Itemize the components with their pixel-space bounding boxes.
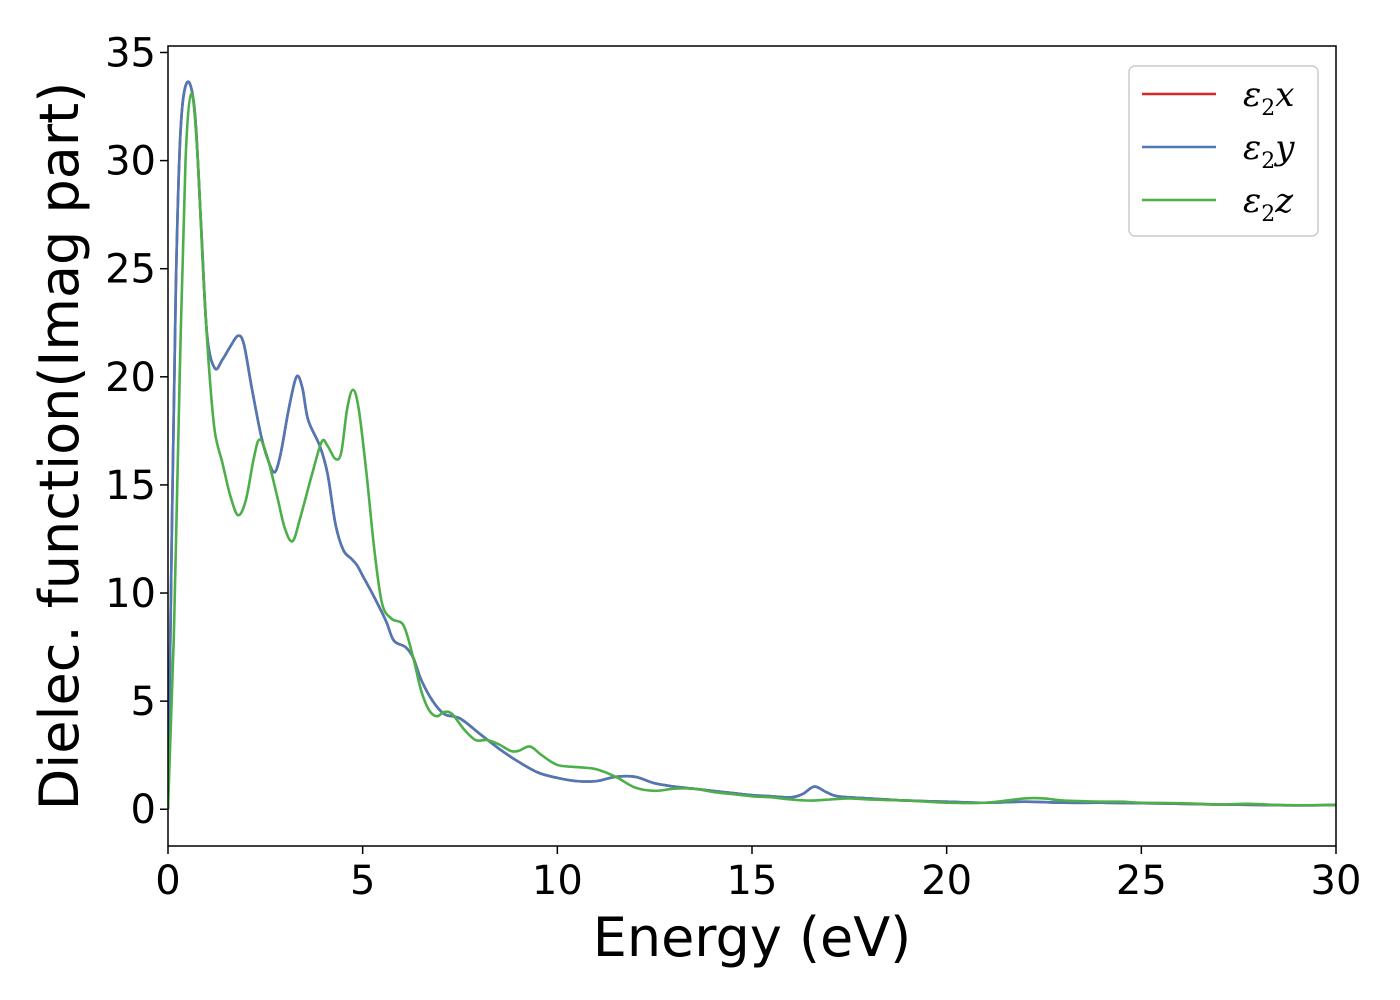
legend-label-z: ε2z [1243, 181, 1294, 227]
x-axis-ticks: 0 5 10 15 20 25 30 [155, 846, 1361, 904]
legend-label-x: ε2x [1243, 75, 1294, 121]
x-tick-label: 10 [532, 858, 583, 904]
x-tick-label: 5 [350, 858, 375, 904]
series-line-z [168, 92, 1336, 810]
x-axis-label: Energy (eV) [593, 906, 912, 969]
y-tick-label: 30 [105, 139, 156, 185]
y-tick-label: 10 [105, 571, 156, 617]
y-axis-ticks: 0 5 10 15 20 25 30 35 [105, 30, 168, 833]
y-tick-label: 15 [105, 463, 156, 509]
legend-box [1128, 65, 1319, 237]
y-axis-label: Dielec. function(Imag part) [28, 82, 91, 811]
x-tick-label: 25 [1116, 858, 1167, 904]
x-tick-label: 0 [155, 858, 180, 904]
legend: ε2x ε2y ε2z [1128, 65, 1319, 237]
y-tick-label: 5 [131, 679, 156, 725]
x-tick-label: 30 [1311, 858, 1362, 904]
y-tick-label: 0 [131, 787, 156, 833]
series-layer [168, 80, 1336, 810]
y-tick-label: 35 [105, 30, 156, 76]
legend-label-y: ε2y [1243, 128, 1295, 174]
x-tick-label: 20 [921, 858, 972, 904]
y-tick-label: 20 [105, 355, 156, 401]
y-tick-label: 25 [105, 247, 156, 293]
x-tick-label: 15 [727, 858, 778, 904]
